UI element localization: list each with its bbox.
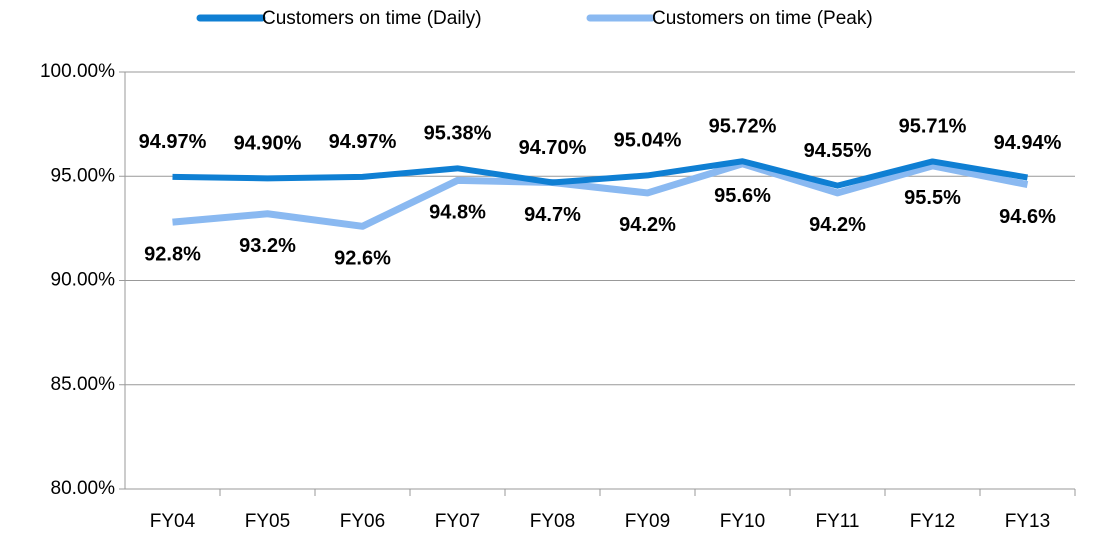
x-tick-label: FY09 — [625, 511, 670, 532]
x-tick-label: FY04 — [150, 511, 196, 532]
series-line — [172, 160, 1029, 230]
data-label: 92.8% — [144, 243, 201, 265]
data-label: 94.70% — [519, 137, 587, 159]
x-tick-label: FY13 — [1005, 511, 1050, 532]
y-tick-label: 95.00% — [51, 165, 116, 186]
data-label: 95.6% — [714, 185, 771, 207]
x-tick-label: FY12 — [910, 511, 955, 532]
data-label: 95.5% — [904, 187, 961, 209]
x-tick-label: FY08 — [530, 511, 575, 532]
legend-label: Customers on time (Peak) — [652, 8, 873, 29]
data-label: 95.38% — [424, 123, 492, 145]
data-label: 94.94% — [994, 132, 1062, 154]
x-tick-label: FY10 — [720, 511, 765, 532]
data-label: 94.97% — [329, 131, 397, 153]
data-label: 94.55% — [804, 140, 872, 162]
data-label: 95.72% — [709, 116, 777, 138]
data-label: 94.97% — [139, 131, 207, 153]
y-tick-label: 85.00% — [51, 374, 116, 395]
x-tick-label: FY05 — [245, 511, 290, 532]
legend-label: Customers on time (Daily) — [262, 8, 482, 29]
data-label: 94.8% — [429, 202, 486, 224]
y-tick-label: 80.00% — [51, 478, 116, 499]
data-label: 94.2% — [619, 214, 676, 236]
series-line — [172, 158, 1028, 189]
data-label: 95.04% — [614, 130, 682, 152]
y-tick-label: 100.00% — [40, 61, 115, 82]
data-label: 94.90% — [234, 133, 302, 155]
data-label: 92.6% — [334, 248, 391, 270]
x-tick-label: FY06 — [340, 511, 385, 532]
data-label: 95.71% — [899, 116, 967, 138]
x-tick-label: FY07 — [435, 511, 480, 532]
x-tick-label: FY11 — [815, 511, 859, 532]
data-label: 93.2% — [239, 235, 296, 257]
y-tick-label: 90.00% — [51, 270, 116, 291]
data-label: 94.7% — [524, 204, 581, 226]
data-label: 94.6% — [999, 206, 1056, 228]
data-label: 94.2% — [809, 214, 866, 236]
